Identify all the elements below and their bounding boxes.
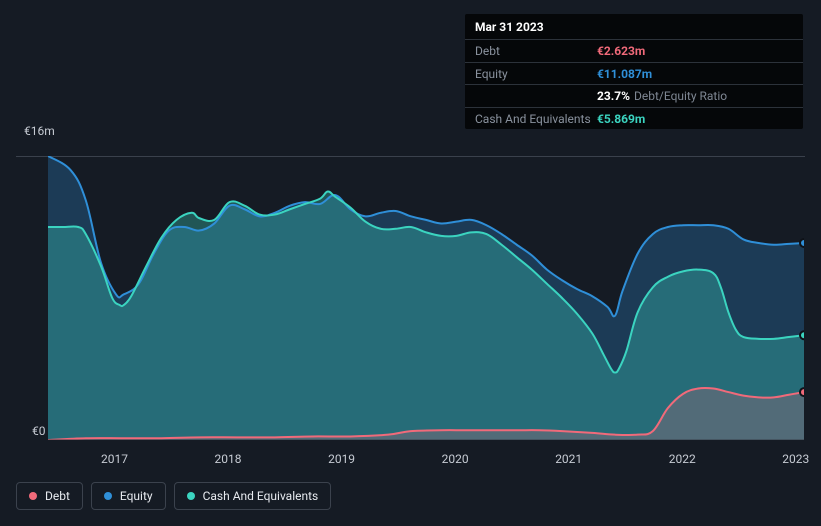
y-axis-label-top: €16m [24, 124, 55, 138]
series-end-marker[interactable] [800, 239, 804, 247]
series-end-marker[interactable] [800, 388, 804, 396]
tooltip-row-cash: Cash And Equivalents €5.869m [465, 108, 803, 129]
legend-item[interactable]: Equity [91, 482, 166, 510]
series-end-marker[interactable] [800, 331, 804, 339]
tooltip-value: €2.623m [597, 44, 645, 58]
legend-item[interactable]: Debt [16, 482, 83, 510]
legend-dot-icon [29, 492, 37, 500]
tooltip-date: Mar 31 2023 [465, 14, 803, 40]
tooltip-value: €5.869m [597, 112, 645, 126]
chart-legend: Debt Equity Cash And Equivalents [16, 482, 331, 510]
legend-label: Cash And Equivalents [203, 489, 319, 503]
tooltip-row-ratio: 23.7% Debt/Equity Ratio [465, 85, 803, 107]
tooltip-value: 23.7% [597, 89, 630, 103]
legend-label: Equity [120, 489, 153, 503]
tooltip-row-debt: Debt €2.623m [465, 40, 803, 62]
legend-dot-icon [187, 492, 195, 500]
y-axis-label-bottom: €0 [32, 424, 46, 438]
legend-label: Debt [45, 489, 70, 503]
tooltip-suffix: Debt/Equity Ratio [634, 89, 727, 103]
legend-dot-icon [104, 492, 112, 500]
tooltip-row-equity: Equity €11.087m [465, 63, 803, 85]
tooltip-key: Cash And Equivalents [475, 112, 597, 126]
tooltip-key: Debt [475, 44, 597, 58]
legend-item[interactable]: Cash And Equivalents [174, 482, 332, 510]
chart-container: Mar 31 2023 Debt €2.623m Equity €11.087m… [0, 0, 821, 526]
tooltip-value: €11.087m [597, 67, 652, 81]
chart-tooltip: Mar 31 2023 Debt €2.623m Equity €11.087m… [465, 14, 803, 129]
chart-plot[interactable] [48, 156, 804, 440]
tooltip-key: Equity [475, 67, 597, 81]
